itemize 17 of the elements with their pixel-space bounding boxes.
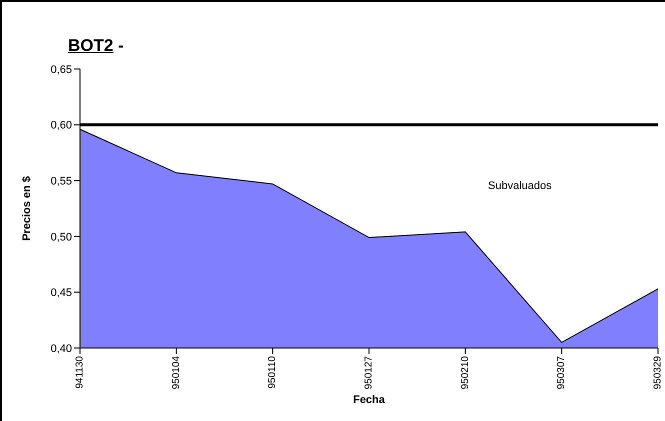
x-tick-label: 950329: [652, 356, 664, 390]
annotation: Subvaluados: [488, 180, 552, 192]
y-tick-label: 0,55: [50, 176, 72, 188]
x-tick-label: 941130: [74, 356, 86, 389]
x-axis-title: Fecha: [353, 394, 386, 406]
x-tick-label: 950127: [364, 356, 374, 390]
y-tick-label: 0,50: [50, 231, 72, 244]
y-tick-label: 0,60: [50, 120, 72, 132]
y-tick-label: 0,40: [50, 342, 72, 355]
y-tick-label: 0,65: [50, 64, 72, 76]
y-axis-title: Precios en $: [20, 176, 33, 241]
x-tick-label: 950110: [267, 356, 278, 389]
x-tick-label: 950210: [460, 356, 471, 390]
x-tick-label: 950307: [556, 356, 568, 390]
y-tick-label: 0,45: [50, 287, 72, 300]
chart-title: BOT2 -: [68, 36, 124, 56]
x-tick-label: 950104: [170, 356, 182, 390]
